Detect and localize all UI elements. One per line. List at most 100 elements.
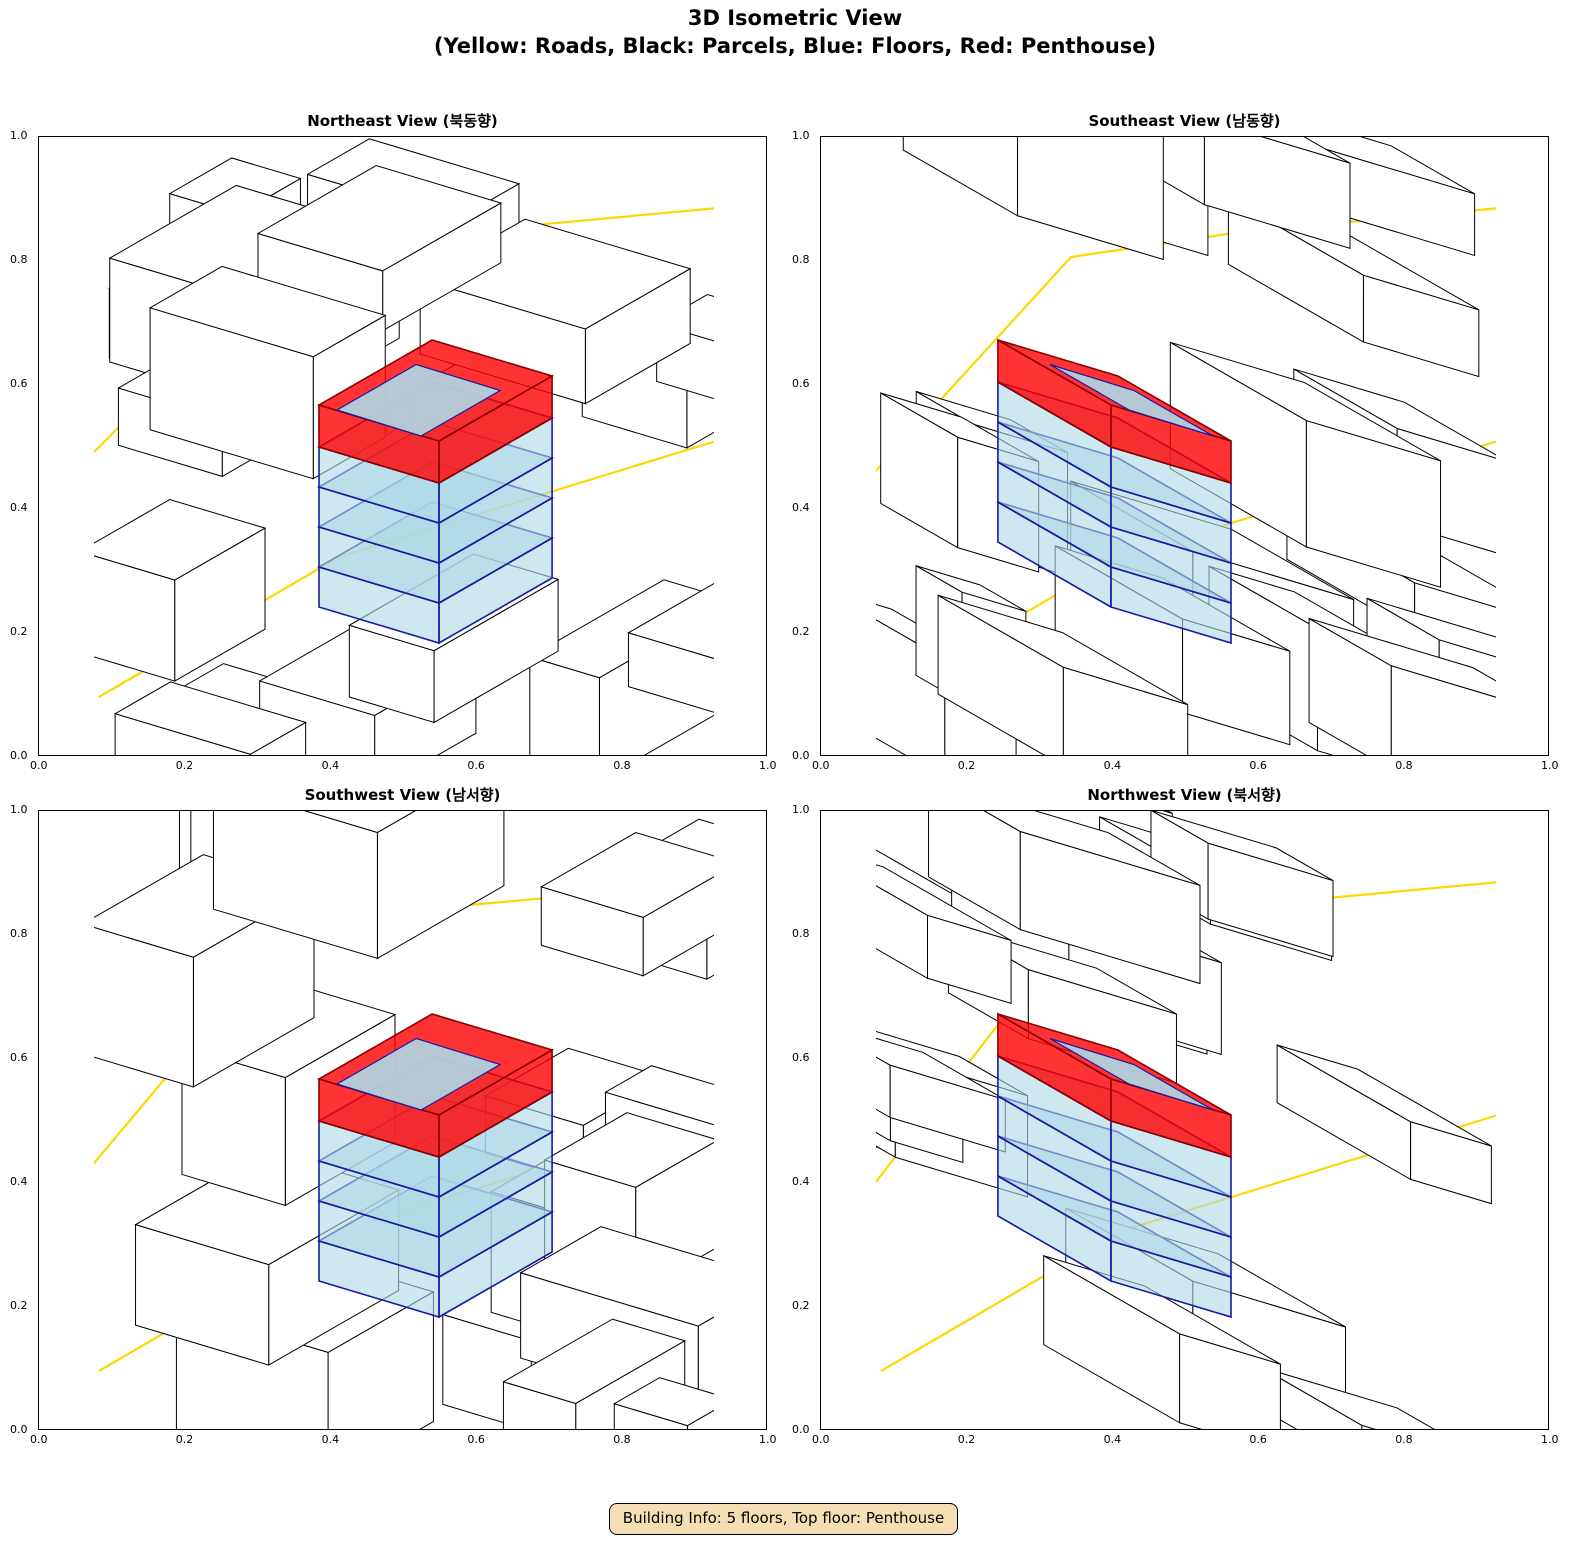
x-tick-label: 0.0: [812, 1433, 830, 1446]
parcel-block-side: [728, 316, 766, 403]
parcel-block-top: [502, 1318, 687, 1405]
x-tick-label: 0.2: [175, 759, 194, 772]
panel-title-northeast: Northeast View (북동향): [307, 112, 498, 130]
parcel-block-top: [1261, 137, 1351, 164]
parcel-block-top: [148, 265, 387, 358]
figure-subtitle: (Yellow: Roads, Black: Parcels, Blue: Fl…: [433, 34, 1157, 58]
parcel-block-top: [1151, 811, 1334, 882]
figure-title: 3D Isometric View: [687, 6, 903, 30]
parcel-block-side: [719, 1100, 765, 1236]
panel-title-southeast: Southeast View (남동향): [1088, 112, 1281, 130]
y-tick-label: 1.0: [10, 129, 28, 142]
view-axes-northeast: [38, 136, 767, 756]
x-tick-label: 0.8: [613, 1433, 631, 1446]
x-tick-label: 0.4: [1103, 759, 1122, 772]
x-tick-label: 0.2: [957, 759, 976, 772]
parcel-block-top: [1276, 1044, 1492, 1147]
parcel-block-top: [1302, 137, 1475, 195]
parcel-block-side: [376, 811, 505, 960]
parcel-block-top: [915, 565, 1027, 612]
parcel-block-top: [519, 1226, 714, 1327]
parcel-block-top: [983, 811, 1201, 886]
parcel-block-top: [256, 165, 503, 272]
y-tick-label: 1.0: [792, 129, 810, 142]
y-tick-label: 0.0: [792, 749, 810, 762]
y-tick-label: 0.0: [792, 1423, 810, 1436]
parcel-block-top: [876, 1030, 1028, 1097]
y-tick-label: 0.2: [10, 1299, 28, 1312]
y-tick-label: 0.4: [792, 1175, 810, 1188]
y-tick-label: 0.8: [792, 253, 810, 266]
parcel-block-side: [706, 920, 714, 981]
y-tick-label: 0.6: [792, 1051, 810, 1064]
parcel-block-top: [1170, 341, 1441, 462]
parcel-block-top: [528, 579, 714, 679]
parcel-block-top: [304, 811, 416, 834]
view-axes-southeast: [820, 136, 1549, 756]
parcel-block-side: [821, 653, 862, 755]
parcel-block-top: [540, 831, 714, 918]
y-tick-label: 1.0: [792, 803, 810, 816]
y-tick-label: 0.0: [10, 1423, 28, 1436]
y-tick-label: 0.6: [10, 377, 28, 390]
y-tick-label: 1.0: [10, 803, 28, 816]
parcel-block-top: [627, 583, 714, 659]
building-info-box: Building Info: 5 floors, Top floor: Pent…: [609, 1503, 958, 1535]
view-axes-southwest: [38, 810, 767, 1430]
parcel-block-top: [613, 1377, 714, 1427]
parcel-block-top: [113, 681, 307, 755]
y-tick-label: 0.6: [10, 1051, 28, 1064]
x-tick-label: 0.2: [957, 1433, 976, 1446]
y-tick-label: 0.4: [792, 501, 810, 514]
scene-southeast: [821, 137, 1496, 755]
parcel-block-front: [1390, 665, 1496, 755]
y-tick-label: 0.2: [792, 625, 810, 638]
parcel-block-top: [543, 1112, 714, 1188]
penthouse-courtyard: [1049, 1037, 1214, 1111]
y-tick-label: 0.8: [792, 927, 810, 940]
parcel-block-front: [627, 632, 714, 713]
x-tick-label: 1.0: [759, 1433, 777, 1446]
y-tick-label: 0.4: [10, 501, 28, 514]
y-tick-label: 0.8: [10, 253, 28, 266]
penthouse-courtyard: [335, 363, 502, 437]
x-tick-label: 0.0: [30, 1433, 48, 1446]
x-tick-label: 0.4: [321, 759, 340, 772]
penthouse-courtyard: [335, 1037, 502, 1111]
y-tick-label: 0.0: [10, 749, 28, 762]
parcel-block-top: [604, 1065, 714, 1126]
y-tick-label: 0.4: [10, 1175, 28, 1188]
x-tick-label: 0.8: [1395, 759, 1413, 772]
x-tick-label: 0.0: [812, 759, 830, 772]
scene-southwest: [94, 811, 765, 1429]
parcel-block-top: [1162, 811, 1173, 814]
parcel-block-top: [1366, 597, 1496, 658]
x-tick-label: 0.8: [613, 759, 631, 772]
parcel-block-top: [94, 499, 267, 581]
parcel-block-top: [1308, 618, 1496, 698]
x-tick-label: 0.6: [1249, 1433, 1267, 1446]
scene-northeast: [94, 138, 766, 755]
x-tick-label: 1.0: [1541, 759, 1559, 772]
parcel-block-side: [686, 1409, 714, 1429]
view-axes-northwest: [820, 810, 1549, 1430]
x-tick-label: 0.2: [175, 1433, 194, 1446]
x-tick-label: 0.8: [1395, 1433, 1413, 1446]
parcel-block-top: [937, 594, 1188, 706]
scene-northwest: [821, 811, 1496, 1429]
y-tick-label: 0.6: [792, 377, 810, 390]
x-tick-label: 0.4: [1103, 1433, 1122, 1446]
x-tick-label: 0.6: [467, 1433, 485, 1446]
x-tick-label: 0.6: [1249, 759, 1267, 772]
y-tick-label: 0.2: [792, 1299, 810, 1312]
x-tick-label: 0.6: [467, 759, 485, 772]
parcel-block-side: [902, 137, 1019, 217]
y-tick-label: 0.8: [10, 927, 28, 940]
x-tick-label: 0.4: [321, 1433, 340, 1446]
panel-title-southwest: Southwest View (남서향): [304, 786, 501, 804]
parcel-block-top: [1259, 1366, 1435, 1429]
parcel-block-side: [821, 1032, 863, 1143]
panel-title-northwest: Northwest View (북서향): [1087, 786, 1282, 804]
parcel-block-top: [876, 1037, 1006, 1101]
parcel-block-front: [1017, 137, 1164, 261]
